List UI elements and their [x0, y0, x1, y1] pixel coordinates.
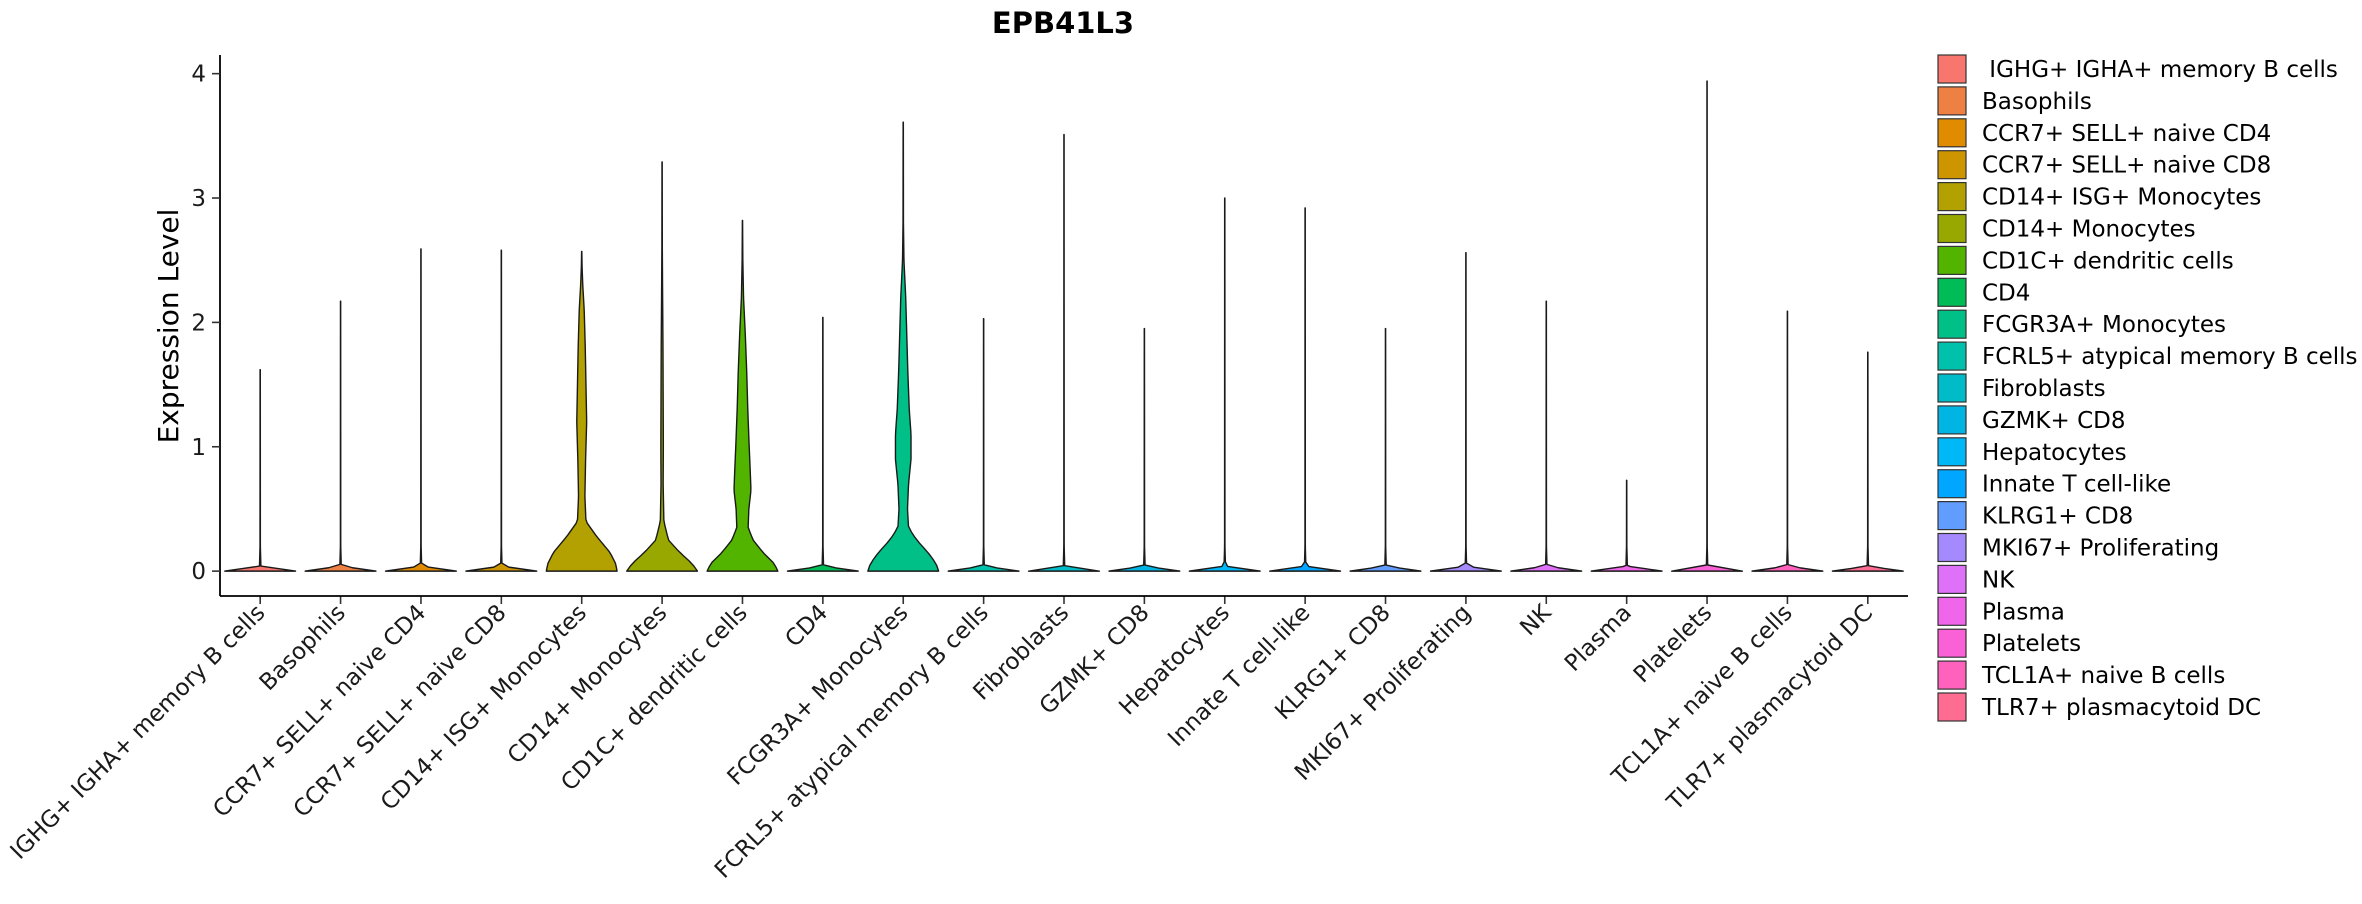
x-tick-label: NK: [1515, 599, 1557, 641]
legend-label: Basophils: [1982, 89, 2092, 115]
legend-swatch: [1937, 182, 1967, 212]
legend-label: FCRL5+ atypical memory B cells: [1982, 344, 2358, 370]
violin-7: [786, 316, 859, 572]
chart-title: EPB41L3: [992, 6, 1134, 40]
legend-label: CCR7+ SELL+ naive CD4: [1982, 121, 2271, 147]
violin-12: [1188, 197, 1261, 572]
violin-2: [384, 248, 458, 572]
violin-10: [1027, 133, 1101, 572]
legend-swatch: [1937, 373, 1967, 403]
legend: IGHG+ IGHA+ memory B cells Basophils CCR7+…: [1937, 54, 2358, 722]
legend-label: TLR7+ plasmacytoid DC: [1981, 695, 2261, 721]
legend-label: CD4: [1982, 280, 2030, 306]
violin-11: [1108, 327, 1181, 572]
legend-label: TCL1A+ naive B cells: [1981, 663, 2225, 689]
violin-9: [947, 317, 1020, 572]
legend-label: NK: [1982, 567, 2015, 593]
y-axis-title: Expression Level: [152, 209, 185, 444]
violin-5: [626, 161, 699, 572]
violin-17: [1590, 479, 1663, 572]
legend-swatch: [1937, 86, 1967, 116]
legend-swatch: [1937, 596, 1967, 626]
violin-18: [1670, 80, 1744, 572]
violin-19: [1751, 310, 1824, 572]
legend-swatch: [1937, 150, 1967, 180]
legend-label: Plasma: [1982, 599, 2065, 625]
violin-6: [706, 219, 779, 572]
legend-label: CD1C+ dendritic cells: [1982, 248, 2234, 274]
legend-label: CCR7+ SELL+ naive CD8: [1982, 153, 2271, 179]
legend-label: MKI67+ Proliferating: [1982, 536, 2219, 562]
x-tick-label: Plasma: [1560, 600, 1637, 677]
legend-swatch: [1937, 341, 1967, 371]
violin-4: [545, 250, 618, 572]
y-tick-label: 3: [191, 186, 206, 212]
legend-swatch: [1937, 213, 1967, 244]
y-tick-label: 0: [191, 559, 206, 585]
x-tick-label: IGHG+ IGHA+ memory B cells: [6, 600, 271, 865]
legend-label: FCGR3A+ Monocytes: [1982, 312, 2226, 338]
violin-0: [224, 368, 297, 572]
legend-label: IGHG+ IGHA+ memory B cells: [1982, 57, 2338, 83]
legend-swatch: [1937, 501, 1967, 531]
y-tick-label: 1: [191, 435, 206, 461]
violin-3: [465, 249, 538, 572]
violin-14: [1349, 327, 1422, 572]
violin-20: [1831, 351, 1904, 572]
legend-swatch: [1937, 118, 1967, 148]
plot-area: IGHG+ IGHA+ memory B cellsBasophilsCCR7+…: [6, 55, 1908, 884]
legend-swatch: [1937, 628, 1967, 658]
violin-15: [1429, 252, 1502, 572]
legend-swatch: [1937, 245, 1967, 275]
violin-1: [304, 300, 377, 572]
legend-label: Innate T cell-like: [1982, 472, 2171, 498]
violin-16: [1510, 300, 1583, 572]
y-tick-label: 4: [191, 62, 206, 88]
legend-label: Fibroblasts: [1982, 376, 2106, 402]
x-tick-label: CD14+ Monocytes: [503, 600, 672, 769]
legend-swatch: [1937, 564, 1967, 595]
x-tick-label: CD4: [780, 600, 833, 653]
legend-label: KLRG1+ CD8: [1982, 504, 2133, 530]
legend-label: Platelets: [1982, 631, 2081, 657]
legend-swatch: [1937, 437, 1967, 467]
legend-swatch: [1937, 469, 1967, 499]
x-tick-label: Innate T cell-like: [1163, 600, 1315, 752]
violin-13: [1269, 207, 1342, 572]
legend-swatch: [1937, 54, 1967, 84]
legend-label: Hepatocytes: [1982, 440, 2127, 466]
violin-8: [867, 121, 940, 572]
legend-label: CD14+ Monocytes: [1982, 217, 2196, 243]
legend-swatch: [1937, 309, 1967, 339]
legend-swatch: [1937, 277, 1967, 307]
legend-label: GZMK+ CD8: [1982, 408, 2126, 434]
legend-swatch: [1937, 532, 1967, 563]
y-tick-label: 2: [191, 310, 206, 336]
legend-swatch: [1937, 692, 1967, 722]
legend-swatch: [1937, 405, 1967, 435]
legend-label: CD14+ ISG+ Monocytes: [1982, 185, 2261, 211]
legend-swatch: [1937, 660, 1967, 690]
